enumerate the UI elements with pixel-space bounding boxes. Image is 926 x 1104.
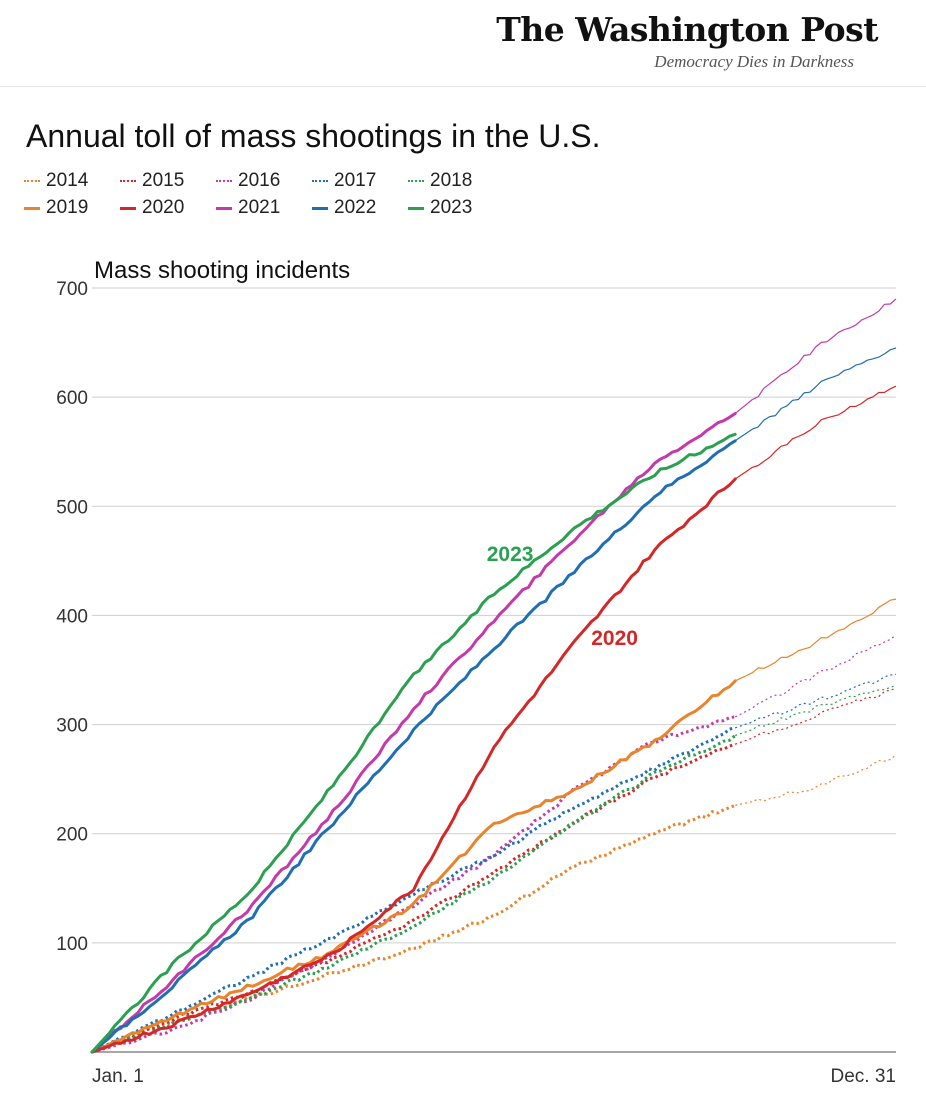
y-tick-label: 100 bbox=[56, 934, 88, 955]
x-axis-ticks: Jan. 1 Dec. 31 bbox=[92, 1066, 896, 1087]
legend-swatch bbox=[120, 207, 136, 210]
series-2020 bbox=[90, 385, 897, 1054]
series-line-2019-prior-years bbox=[734, 598, 897, 682]
series-line-2020-prior-years bbox=[734, 385, 897, 480]
annotations: 2023 2020 bbox=[487, 543, 638, 650]
legend-label: 2023 bbox=[430, 197, 473, 218]
y-axis-title: Mass shooting incidents bbox=[94, 257, 350, 284]
series-line-2021-prior-years bbox=[734, 298, 897, 414]
legend-label: 2016 bbox=[238, 170, 281, 191]
series-line-2021 bbox=[90, 412, 737, 1054]
series-2016 bbox=[91, 634, 897, 1054]
legend-label: 2019 bbox=[46, 197, 89, 218]
legend-swatch bbox=[312, 180, 328, 182]
series-2022 bbox=[90, 347, 897, 1054]
series-line-2020 bbox=[90, 477, 737, 1054]
series-line-2023 bbox=[90, 432, 737, 1054]
series-line-2016 bbox=[91, 715, 736, 1054]
annotation-2023: 2023 bbox=[487, 543, 534, 566]
legend-swatch bbox=[24, 180, 40, 182]
legend-label: 2021 bbox=[238, 197, 281, 218]
legend-label: 2020 bbox=[142, 197, 185, 218]
series-2015 bbox=[91, 688, 897, 1054]
y-tick-label: 600 bbox=[56, 388, 88, 409]
x-tick-label: Dec. 31 bbox=[831, 1066, 896, 1087]
series-2017 bbox=[91, 673, 897, 1054]
publication-logo[interactable]: The Washington Post bbox=[496, 10, 878, 49]
masthead: The Washington Post Democracy Dies in Da… bbox=[0, 0, 926, 87]
legend-swatch bbox=[216, 180, 232, 182]
legend-label: 2018 bbox=[430, 170, 473, 191]
series-2021 bbox=[90, 298, 897, 1054]
legend-swatch bbox=[312, 207, 328, 210]
series-2018 bbox=[91, 684, 897, 1054]
series-line-2015-prior-years bbox=[735, 688, 897, 745]
series-line-2022 bbox=[90, 439, 737, 1054]
line-chart: 100 200 300 400 500 600 700 Jan. 1 Dec. 31 Mass… bbox=[56, 257, 897, 1087]
series-2014 bbox=[91, 754, 897, 1054]
legend-swatch bbox=[120, 180, 136, 182]
series-line-2017 bbox=[91, 726, 736, 1054]
legend-label: 2017 bbox=[334, 170, 377, 191]
legend-swatch bbox=[408, 207, 424, 210]
y-tick-label: 400 bbox=[56, 606, 88, 627]
y-tick-label: 700 bbox=[56, 279, 88, 300]
y-axis-ticks: 100 200 300 400 500 600 700 bbox=[56, 279, 88, 955]
series-line-2022-prior-years bbox=[734, 347, 897, 442]
legend-swatch bbox=[216, 207, 232, 210]
series-lines bbox=[90, 298, 897, 1054]
series-line-2014-prior-years bbox=[735, 754, 897, 806]
series-line-2018-prior-years bbox=[735, 684, 897, 737]
legend-label: 2022 bbox=[334, 197, 377, 218]
legend-label: 2014 bbox=[46, 170, 89, 191]
legend-swatch bbox=[24, 207, 40, 210]
series-2019 bbox=[90, 598, 897, 1054]
series-2023 bbox=[90, 432, 737, 1054]
tagline: Democracy Dies in Darkness bbox=[654, 52, 854, 71]
annotation-2020: 2020 bbox=[591, 627, 638, 650]
series-line-2017-prior-years bbox=[735, 673, 897, 729]
y-tick-label: 300 bbox=[56, 716, 88, 737]
series-line-2015 bbox=[91, 742, 736, 1054]
series-line-2016-prior-years bbox=[734, 634, 897, 718]
legend-label: 2015 bbox=[142, 170, 185, 191]
y-tick-label: 500 bbox=[56, 497, 88, 518]
y-tick-label: 200 bbox=[56, 825, 88, 846]
series-line-2019 bbox=[90, 679, 737, 1054]
gridlines bbox=[92, 287, 896, 1053]
chart-title: Annual toll of mass shootings in the U.S… bbox=[26, 118, 601, 154]
legend-swatch bbox=[408, 180, 424, 182]
x-tick-label: Jan. 1 bbox=[92, 1066, 144, 1087]
